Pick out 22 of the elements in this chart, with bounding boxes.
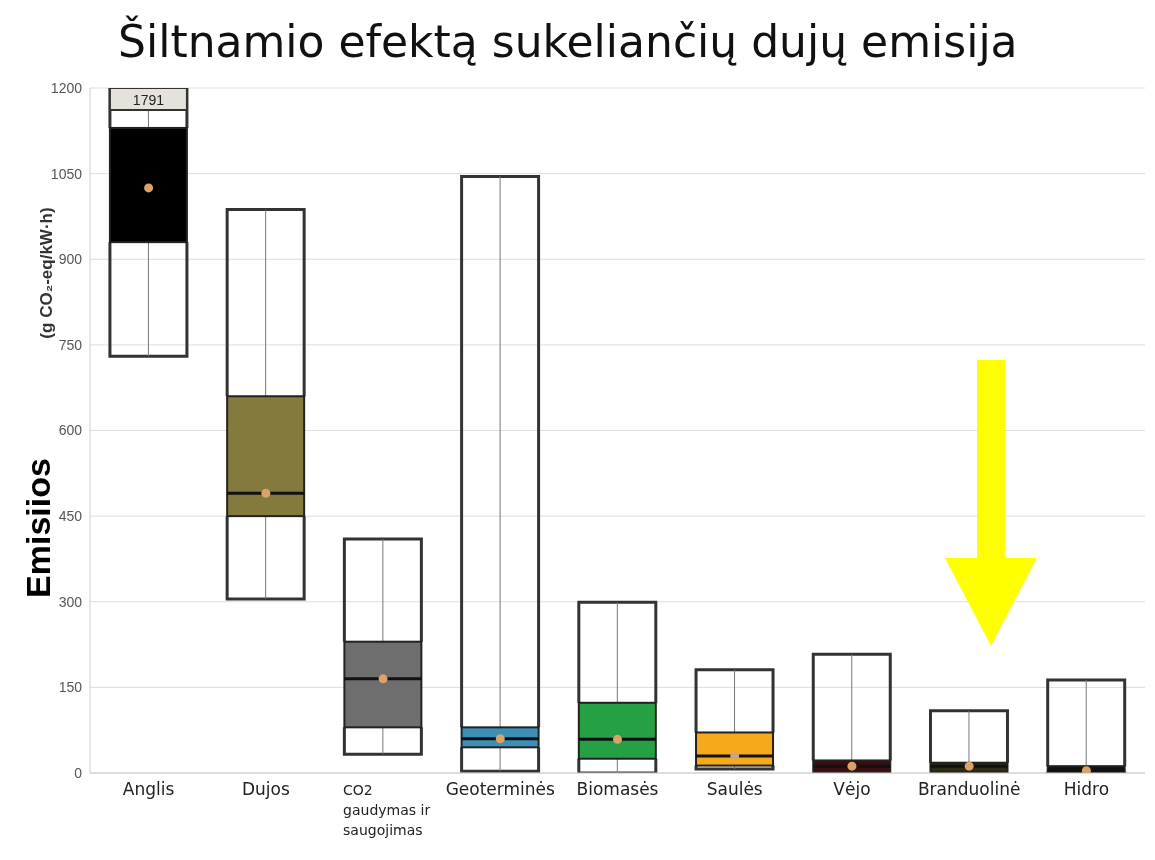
y-axis-title: (g CO₂-eq/kW·h) — [37, 207, 56, 339]
y-tick-label: 600 — [58, 422, 83, 439]
x-tick-label: Anglis — [122, 779, 175, 799]
x-tick-label: CO2 gaudymas ir saugojimas — [343, 782, 431, 838]
chart-title: Šiltnamio efektą sukeliančių dujų emisija — [118, 16, 1018, 67]
x-tick-label: Saulės — [706, 779, 763, 799]
y-tick-label: 1050 — [50, 165, 83, 182]
y-tick-label: 750 — [58, 336, 83, 353]
x-tick-label: Vėjo — [833, 779, 871, 799]
x-tick-label: Geoterminės — [445, 779, 556, 799]
y-tick-label: 300 — [58, 593, 83, 610]
y-tick-label: 1200 — [50, 79, 83, 96]
text: 1791 — [132, 92, 165, 108]
text: Emisiios — [18, 458, 58, 598]
x-tick-label: Branduolinė — [917, 779, 1021, 799]
x-tick-label: Hidro — [1063, 779, 1110, 799]
x-tick-label: Dujos — [241, 779, 290, 799]
y-tick-label: 900 — [58, 251, 83, 268]
x-tick-label: Biomasės — [576, 779, 659, 799]
y-tick-label: 150 — [58, 679, 83, 696]
y-tick-label: 450 — [58, 508, 83, 525]
y-tick-label: 0 — [74, 764, 83, 781]
